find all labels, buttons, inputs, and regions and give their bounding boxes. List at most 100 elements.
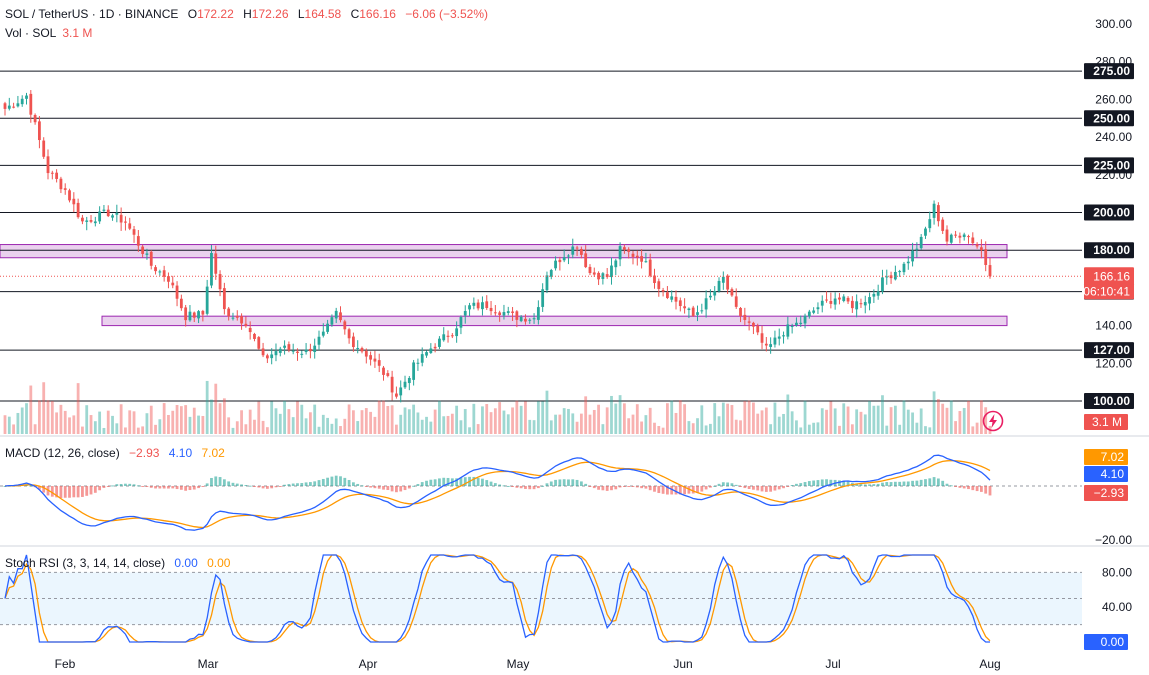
macd-histogram-bar <box>622 486 626 487</box>
candle-body <box>145 253 149 255</box>
candle-body <box>468 305 471 310</box>
candle-body <box>812 310 816 313</box>
volume-bar <box>760 410 764 434</box>
volume-bar <box>343 418 347 434</box>
macd-histogram-bar <box>184 486 188 491</box>
macd-histogram-bar <box>795 483 798 486</box>
candle-body <box>261 348 265 356</box>
macd-histogram-bar <box>855 483 859 486</box>
volume-bar <box>919 408 923 434</box>
candle-body <box>709 295 712 298</box>
volume-bar <box>674 412 678 434</box>
macd-histogram-bar <box>42 486 46 493</box>
price-axis-tick: 240.00 <box>1095 130 1132 144</box>
volume-bar <box>261 420 265 434</box>
candle-body <box>455 328 459 337</box>
volume-bar <box>167 414 170 434</box>
macd-histogram-bar <box>782 486 785 489</box>
macd-histogram-bar <box>575 479 579 486</box>
macd-histogram-bar <box>726 482 730 486</box>
macd-histogram-bar <box>889 482 893 486</box>
candle-body <box>640 256 643 262</box>
candle-body <box>124 221 127 223</box>
macd-histogram-bar <box>958 486 962 488</box>
level-label-box <box>1084 204 1134 221</box>
candle-body <box>588 266 592 274</box>
candle-body <box>975 244 979 247</box>
macd-histogram-bar <box>558 479 562 486</box>
volume-bar <box>700 405 704 434</box>
candle-body <box>893 271 897 280</box>
candle-body <box>670 296 674 300</box>
volume-bar <box>730 405 734 434</box>
candle-body <box>102 209 106 211</box>
macd-histogram-bar <box>369 486 373 488</box>
volume-bar <box>235 421 239 434</box>
macd-histogram-bar <box>124 483 127 486</box>
volume-bar <box>661 427 665 434</box>
macd-histogram-bar <box>756 486 760 491</box>
macd-histogram-bar <box>838 480 841 486</box>
candle-body <box>330 317 334 325</box>
volume-bar <box>399 414 403 434</box>
volume-bar <box>154 424 157 434</box>
candle-body <box>506 311 510 313</box>
candle-body <box>205 286 209 314</box>
candle-body <box>158 271 162 273</box>
volume-bar <box>885 425 889 434</box>
macd-histogram-bar <box>222 479 226 486</box>
volume-bar <box>98 411 102 434</box>
macd-line-value: 4.10 <box>168 446 193 460</box>
macd-histogram-bar <box>321 478 325 486</box>
macd-histogram-bar <box>352 482 355 486</box>
macd-histogram-bar <box>300 483 304 486</box>
macd-histogram-bar <box>644 486 648 489</box>
candle-body <box>459 317 463 328</box>
volume-bar <box>390 405 394 434</box>
candle-body <box>399 387 403 396</box>
candle-body <box>136 236 140 246</box>
candle-body <box>558 259 562 263</box>
macd-histogram-bar <box>674 486 678 495</box>
volume-bar <box>89 415 93 434</box>
macd-histogram-bar <box>334 475 338 486</box>
current-price-label-box <box>1084 267 1134 300</box>
macd-histogram-bar <box>545 483 549 486</box>
candle-body <box>425 352 428 356</box>
candle-body <box>958 235 962 238</box>
candle-body <box>627 249 631 252</box>
level-label-box <box>1084 242 1134 259</box>
volume-bar <box>403 407 407 434</box>
volume-bar <box>588 414 592 434</box>
level-label: 127.00 <box>1093 343 1130 357</box>
candle-body <box>743 314 747 320</box>
volume-bar <box>541 401 545 434</box>
macd-histogram-bar <box>175 486 179 490</box>
macd-histogram-bar <box>601 486 605 491</box>
lightning-icon[interactable] <box>982 410 1004 432</box>
volume-bar <box>106 410 110 434</box>
volume-bar <box>274 408 278 434</box>
volume-bar <box>958 411 962 434</box>
macd-histogram-bar <box>691 486 695 494</box>
macd-histogram-bar <box>455 478 459 486</box>
candle-body <box>412 362 416 380</box>
macd-histogram-bar <box>902 481 906 486</box>
candle-body <box>72 198 76 205</box>
macd-histogram-bar <box>128 483 132 486</box>
macd-histogram-bar <box>489 481 493 486</box>
time-axis-label: Jun <box>673 657 692 671</box>
volume-bar <box>653 422 656 434</box>
volume-bar <box>81 426 84 434</box>
macd-histogram-bar <box>872 484 876 486</box>
volume-bar <box>842 403 846 434</box>
volume-bar <box>597 404 600 434</box>
macd-histogram-bar <box>936 478 940 486</box>
volume-bar <box>201 415 205 434</box>
macd-histogram-bar <box>390 486 394 492</box>
volume-bar <box>889 407 893 434</box>
macd-hist-axis-label: −2.93 <box>1094 486 1125 500</box>
macd-histogram-bar <box>859 484 863 486</box>
candle-body <box>734 296 738 307</box>
